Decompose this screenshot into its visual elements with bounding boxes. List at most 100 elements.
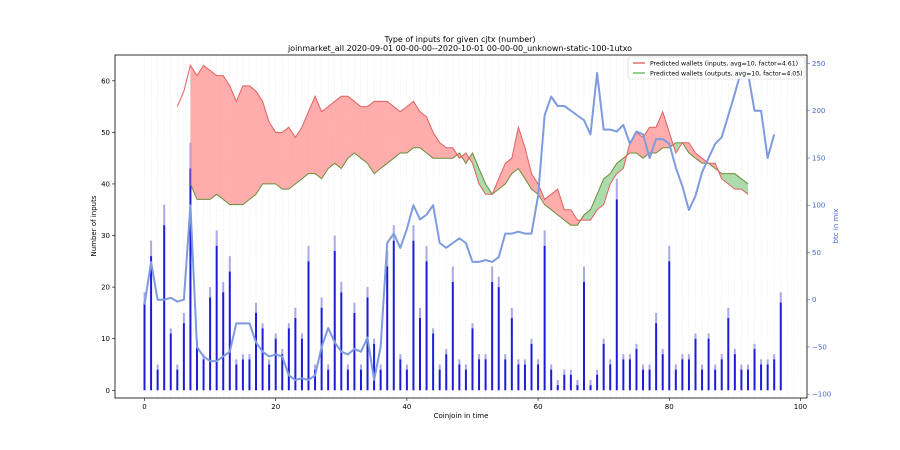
wallet-fill-inputs xyxy=(282,127,289,190)
bar-cap xyxy=(779,292,782,303)
bar xyxy=(405,369,408,391)
bar xyxy=(241,359,244,391)
bar xyxy=(609,364,612,391)
legend-box xyxy=(627,56,806,80)
x-tick-label: 100 xyxy=(794,403,807,411)
bar xyxy=(294,318,297,391)
bar xyxy=(327,369,330,391)
bar xyxy=(176,369,179,391)
bar xyxy=(727,318,730,391)
bar-cap xyxy=(235,359,238,365)
bar-cap xyxy=(379,364,382,370)
bar-cap xyxy=(405,364,408,370)
bar-cap xyxy=(622,354,625,360)
bar xyxy=(714,369,717,391)
bar-cap xyxy=(333,235,336,251)
bar xyxy=(300,338,303,391)
bar xyxy=(202,359,205,391)
bar-cap xyxy=(648,364,651,370)
wallet-fill-inputs xyxy=(288,127,296,190)
chart-title: Type of inputs for given cjtx (number) xyxy=(383,35,535,44)
bar-cap xyxy=(609,359,612,365)
wallet-fill-inputs xyxy=(249,85,257,200)
wallet-fill-inputs xyxy=(321,106,329,179)
wallet-fill-inputs xyxy=(446,147,453,159)
bar xyxy=(543,245,546,391)
bar-cap xyxy=(694,333,697,339)
wallet-fill-inputs xyxy=(262,101,270,184)
bar xyxy=(209,297,212,391)
bar-cap xyxy=(458,359,461,365)
bar xyxy=(419,318,422,391)
y-tick-label: 10 xyxy=(101,335,110,343)
bar xyxy=(353,312,356,391)
bar xyxy=(569,374,572,391)
wallet-fill-outputs xyxy=(590,194,598,221)
bar-cap xyxy=(701,364,704,370)
bar-cap xyxy=(228,256,231,272)
bar-cap xyxy=(307,245,310,262)
bar-cap xyxy=(156,364,159,370)
bar-cap xyxy=(261,323,264,329)
y2-tick-label: 0 xyxy=(812,296,816,304)
bar xyxy=(622,359,625,391)
wallet-fill-inputs xyxy=(242,85,250,205)
bar xyxy=(674,369,677,391)
bar xyxy=(156,369,159,391)
bar-cap xyxy=(707,333,710,339)
bar-cap xyxy=(274,333,277,339)
bar xyxy=(248,359,251,391)
bar xyxy=(281,354,284,391)
bar xyxy=(523,364,526,391)
bar xyxy=(359,369,362,391)
bar-cap xyxy=(255,302,258,313)
y-tick-label: 50 xyxy=(101,129,110,137)
legend-label-outputs: Predicted wallets (outputs, avg=10, fact… xyxy=(650,71,803,78)
bar xyxy=(484,359,487,391)
x-tick-label: 80 xyxy=(665,403,674,411)
bar-cap xyxy=(740,364,743,370)
wallet-fill-inputs xyxy=(629,132,637,153)
wallet-fill-inputs xyxy=(341,96,348,169)
legend: Predicted wallets (inputs, avg=10, facto… xyxy=(627,56,806,80)
wallet-fill-outputs xyxy=(603,173,611,205)
bar xyxy=(182,323,185,391)
bar-cap xyxy=(314,364,317,370)
bar-cap xyxy=(353,302,356,313)
x-tick-label: 20 xyxy=(271,403,280,411)
bar xyxy=(707,338,710,391)
bar-cap xyxy=(373,338,376,344)
wallet-fill-inputs xyxy=(301,111,309,179)
bar xyxy=(753,349,756,391)
y2-tick-label: 50 xyxy=(812,249,821,257)
bar xyxy=(701,369,704,391)
bar xyxy=(733,354,736,391)
bar xyxy=(517,364,520,391)
x-tick-label: 40 xyxy=(402,403,411,411)
bar xyxy=(386,266,389,391)
plot-frame xyxy=(114,54,808,399)
y2-tick-label: 250 xyxy=(812,60,825,68)
bar-cap xyxy=(425,245,428,262)
bar-cap xyxy=(340,281,343,293)
bar-cap xyxy=(714,364,717,370)
bar-cap xyxy=(399,354,402,360)
y-tick-label: 20 xyxy=(101,284,110,292)
bar xyxy=(491,281,494,391)
y-tick-label: 60 xyxy=(101,77,110,85)
bar xyxy=(635,349,638,391)
wallet-fill-inputs xyxy=(315,96,322,179)
y-tick-label: 0 xyxy=(106,387,110,395)
bar-cap xyxy=(150,240,153,257)
bar xyxy=(582,281,585,391)
bar-cap xyxy=(471,323,474,329)
bar xyxy=(379,369,382,391)
y-tick-label: 40 xyxy=(101,180,110,188)
bar-cap xyxy=(248,354,251,360)
bar xyxy=(615,199,618,391)
wallet-fill-inputs xyxy=(380,101,388,169)
bar xyxy=(642,369,645,391)
bar-cap xyxy=(432,328,435,334)
bar-cap xyxy=(661,349,664,355)
bar xyxy=(432,333,435,391)
